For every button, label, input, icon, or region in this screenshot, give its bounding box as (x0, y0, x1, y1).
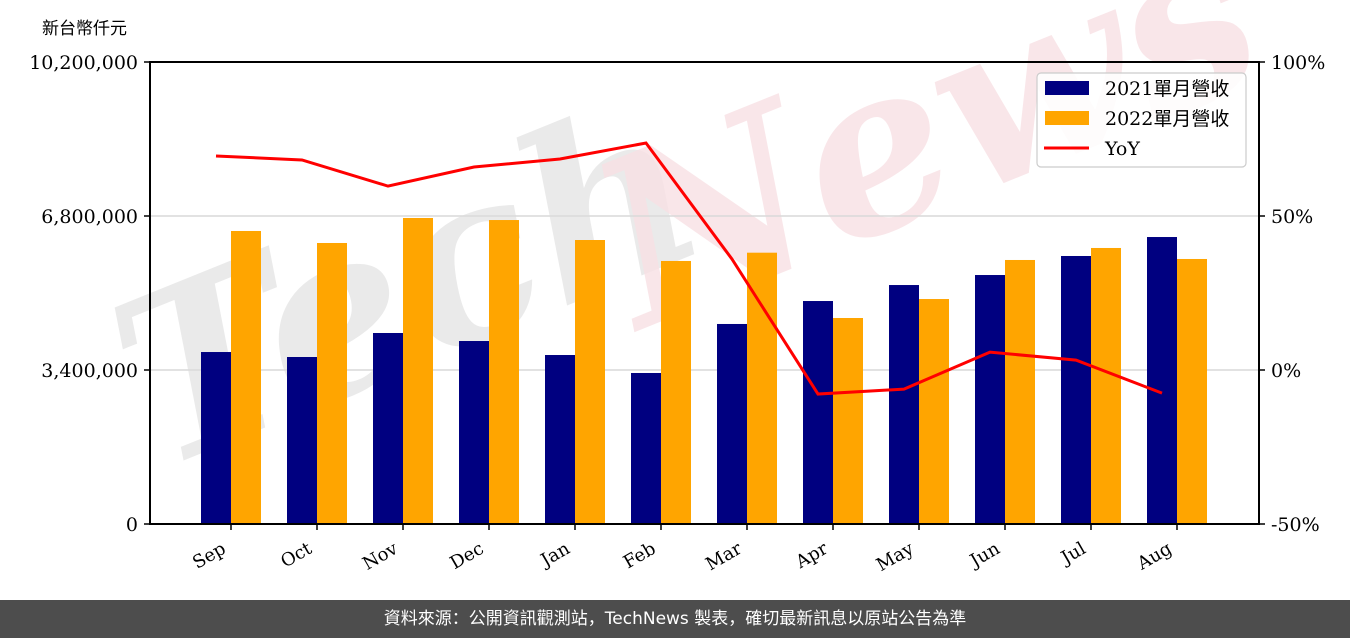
x-tick-label: Oct (277, 538, 316, 573)
bar-2021 (1147, 237, 1177, 524)
x-tick-label: Apr (791, 538, 831, 573)
yoy-line-series (215, 141, 1163, 396)
y-axis-unit-label: 新台幣仟元 (42, 19, 127, 39)
legend-swatch (1045, 81, 1089, 95)
bar-2022 (747, 252, 777, 524)
bar-2022 (661, 260, 691, 524)
bar-2021 (459, 341, 489, 524)
bar-2022 (1091, 247, 1121, 524)
source-footer: 資料來源：公開資訊觀測站，TechNews 製表，確切最新訊息以原站公告為準 (0, 600, 1350, 638)
bar-2022 (833, 318, 863, 524)
legend-label: 2022單月營收 (1105, 108, 1229, 130)
x-tick-label: Dec (447, 538, 488, 574)
y2-tick-label: 50% (1271, 206, 1313, 228)
legend-box (1036, 72, 1247, 168)
x-tick-label: Jul (1056, 538, 1090, 570)
x-tick-label: Aug (1133, 538, 1176, 575)
bar-2021 (717, 323, 747, 524)
bar-2022 (231, 230, 261, 524)
bar-2021 (545, 355, 575, 524)
bar-2021 (803, 301, 833, 524)
y2-tick-label: 0% (1271, 360, 1301, 382)
bar-2022 (1177, 258, 1207, 524)
x-tick-label: Feb (620, 538, 660, 573)
x-tick-label: Mar (702, 538, 746, 575)
y2-tick-label: -50% (1271, 514, 1320, 536)
bar-2022 (919, 299, 949, 524)
x-tick-label: Sep (189, 538, 229, 573)
x-tick-label: May (873, 538, 918, 576)
chart: TechNews 03,400,0006,800,00010,200,000-5… (29, 0, 1325, 576)
bar-2021 (287, 357, 317, 524)
yoy-line (215, 141, 1163, 396)
x-tick-label: Jun (965, 538, 1004, 573)
bar-2022 (575, 240, 605, 524)
legend-label: YoY (1104, 138, 1140, 160)
legend: 2021單月營收 2022單月營收 YoY (1036, 72, 1247, 168)
bar-2021 (201, 352, 231, 524)
bar-2021 (373, 332, 403, 524)
bar-2021 (1061, 255, 1091, 525)
bar-2021 (975, 275, 1005, 524)
legend-swatch (1045, 111, 1089, 125)
legend-label: 2021單月營收 (1105, 78, 1229, 100)
y-tick-label: 6,800,000 (41, 206, 138, 228)
bar-2021 (889, 285, 919, 524)
bar-2022 (1005, 259, 1035, 524)
bar-2022 (403, 217, 433, 525)
bar-2021 (631, 372, 661, 524)
y-tick-label: 10,200,000 (29, 52, 138, 74)
bar-series (201, 217, 1207, 525)
x-tick-label: Nov (359, 538, 402, 575)
y-tick-label: 0 (126, 514, 138, 536)
y-tick-label: 3,400,000 (41, 360, 138, 382)
y2-tick-label: 100% (1271, 52, 1325, 74)
x-tick-label: Jan (536, 538, 574, 572)
bar-2022 (317, 242, 347, 524)
bar-2022 (489, 220, 519, 524)
